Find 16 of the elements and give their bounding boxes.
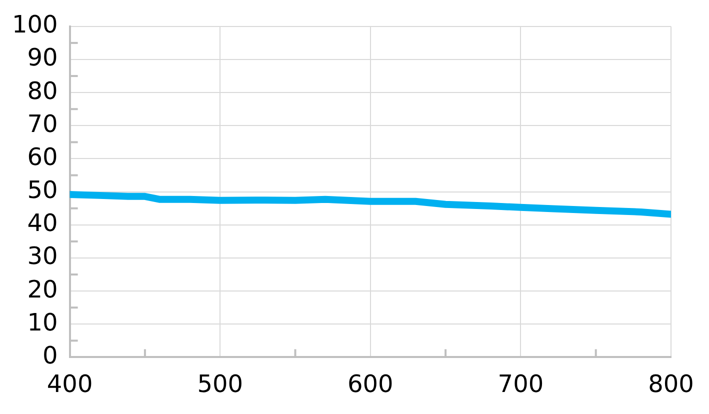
- y-tick-label: 50: [27, 176, 58, 204]
- y-tick-label: 60: [27, 142, 58, 171]
- y-tick-label: 20: [27, 275, 58, 304]
- x-tick-label: 500: [197, 370, 244, 398]
- y-tick-label: 100: [12, 10, 58, 39]
- x-tick-label: 800: [648, 370, 694, 398]
- x-tick-label: 700: [498, 370, 544, 398]
- y-tick-label: 0: [42, 341, 58, 370]
- x-tick-label: 400: [46, 370, 93, 398]
- y-tick-label: 10: [27, 308, 58, 336]
- y-tick-label: 70: [27, 110, 58, 138]
- x-tick-label: 600: [348, 370, 394, 398]
- y-tick-label: 90: [27, 44, 58, 72]
- y-tick-label: 80: [27, 76, 58, 105]
- y-tick-label: 30: [27, 242, 58, 270]
- y-tick-label: 40: [27, 209, 58, 238]
